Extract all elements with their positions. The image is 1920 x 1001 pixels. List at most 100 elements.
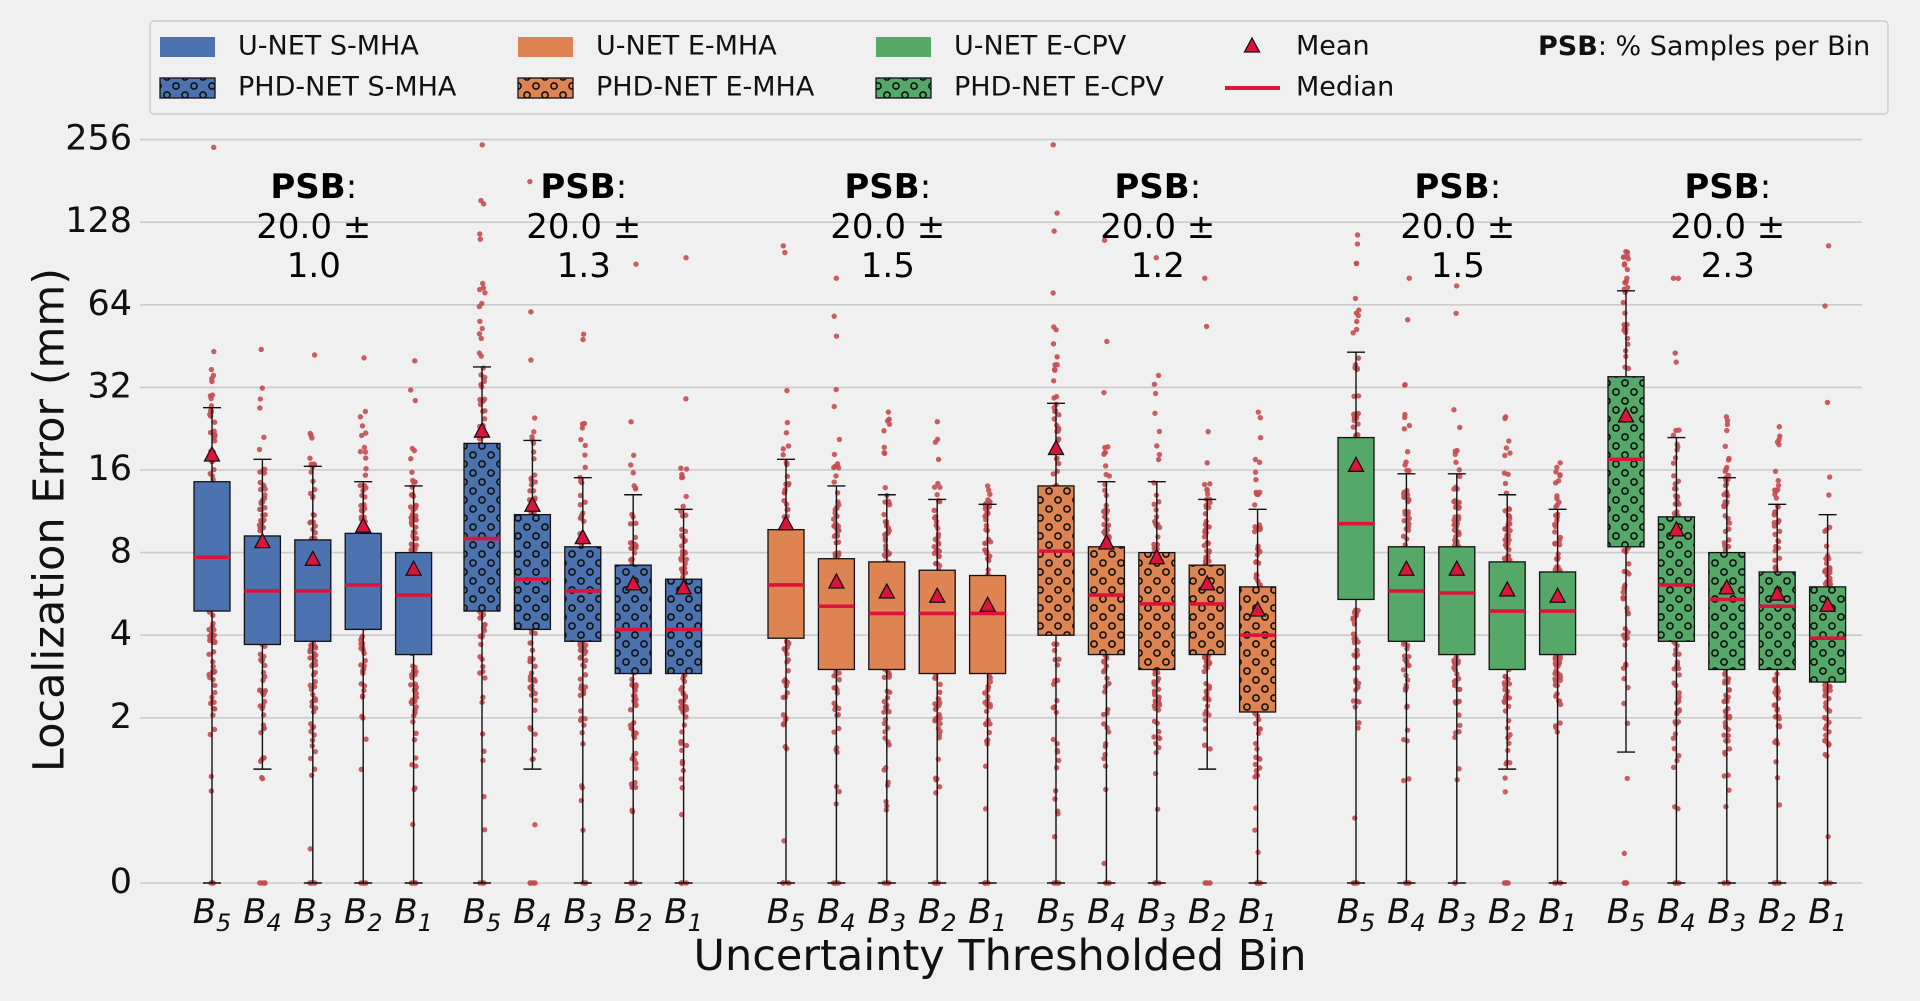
sample-point [1674, 659, 1681, 665]
sample-point [1552, 480, 1559, 486]
sample-point [885, 409, 892, 415]
sample-point [257, 405, 263, 411]
sample-point [211, 348, 217, 355]
sample-point [312, 645, 319, 651]
sample-point [1255, 409, 1262, 415]
bin-label: B1 [1538, 892, 1577, 937]
sample-point [1201, 668, 1207, 675]
sample-point [1452, 451, 1458, 458]
sample-point [1723, 804, 1729, 810]
sample-point [1050, 736, 1057, 743]
sample-point [835, 539, 842, 545]
sample-point [1557, 534, 1563, 541]
box [1488, 561, 1526, 671]
sample-point [628, 545, 634, 551]
sample-point [1207, 880, 1213, 886]
sample-point [1620, 595, 1627, 601]
sample-point [935, 756, 941, 762]
sample-point [1400, 533, 1407, 539]
sample-point [1622, 310, 1628, 316]
sample-point [1457, 722, 1463, 729]
sample-point [1353, 326, 1360, 333]
bin-label: B5 [1607, 892, 1646, 937]
sample-point [1670, 432, 1677, 438]
sample-point [1776, 424, 1782, 430]
sample-point [262, 662, 268, 669]
sample-point [479, 325, 485, 332]
sample-point [786, 480, 792, 487]
sample-point [933, 777, 939, 783]
sample-point [582, 684, 589, 690]
sample-point [679, 758, 686, 765]
sample-point [308, 642, 315, 648]
legend-label: PHD-NET E-MHA [596, 72, 815, 103]
sample-point [307, 846, 314, 852]
sample-point [1052, 796, 1058, 802]
psb-value: 20.0 ± [1100, 207, 1215, 247]
sample-point [527, 640, 533, 646]
sample-point [1676, 753, 1682, 759]
sample-point [1552, 540, 1558, 546]
sample-point [1772, 491, 1778, 498]
bin-label: B2 [1488, 892, 1527, 937]
sample-point [1772, 548, 1778, 554]
sample-point [633, 760, 639, 767]
sample-point [784, 419, 791, 426]
sample-point [1050, 704, 1056, 711]
mean-marker [1549, 586, 1567, 603]
sample-point [683, 493, 689, 500]
sample-point [1207, 746, 1213, 752]
sample-point [1104, 710, 1110, 716]
sample-point [1670, 764, 1677, 771]
sample-point [1105, 522, 1112, 529]
bin-label: B4 [1387, 892, 1426, 937]
sample-point [477, 231, 483, 237]
sample-point [1257, 414, 1264, 421]
sample-point [1623, 880, 1630, 886]
sample-point [1402, 382, 1408, 388]
sample-point [1456, 712, 1462, 718]
sample-point [307, 455, 313, 461]
sample-point [409, 491, 416, 498]
sample-point [1721, 503, 1727, 510]
sample-point [1503, 445, 1510, 451]
sample-point [633, 542, 639, 549]
sample-point [833, 473, 839, 479]
psb-sd: 2.3 [1701, 246, 1755, 286]
sample-point [633, 261, 639, 267]
sample-point [1253, 767, 1260, 774]
box-hatch [1608, 376, 1644, 547]
sample-point [1721, 732, 1727, 738]
sample-point [582, 657, 589, 664]
sample-point [531, 415, 538, 421]
sample-point [312, 748, 319, 755]
sample-point [206, 651, 212, 658]
sample-point [1552, 529, 1558, 535]
sample-point [1824, 399, 1831, 406]
y-tick-label: 0 [110, 862, 132, 902]
sample-point [1453, 310, 1459, 316]
sample-point [361, 663, 367, 669]
sample-point [1821, 714, 1828, 721]
sample-point [1621, 850, 1628, 857]
sample-point [1503, 880, 1509, 886]
sample-point [208, 773, 214, 780]
sample-point [363, 736, 369, 742]
sample-point [633, 730, 639, 736]
sample-point [579, 425, 586, 431]
sample-point [1151, 679, 1157, 685]
sample-point [413, 694, 420, 701]
sample-point [412, 763, 419, 769]
sample-point [881, 450, 888, 457]
box-hatch [1138, 552, 1175, 670]
sample-point [1502, 775, 1508, 781]
sample-point [480, 757, 486, 764]
sample-point [683, 396, 689, 402]
sample-point [413, 513, 419, 519]
sample-point [1622, 364, 1628, 370]
sample-point [1151, 541, 1157, 548]
sample-point [831, 451, 838, 458]
sample-point [312, 697, 319, 704]
sample-point [357, 448, 364, 455]
sample-point [831, 479, 837, 485]
